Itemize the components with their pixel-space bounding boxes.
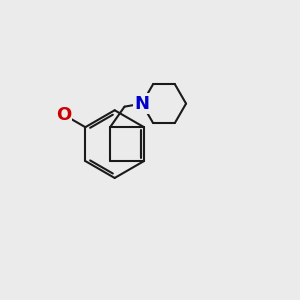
Text: O: O <box>56 106 71 124</box>
Text: N: N <box>134 94 149 112</box>
